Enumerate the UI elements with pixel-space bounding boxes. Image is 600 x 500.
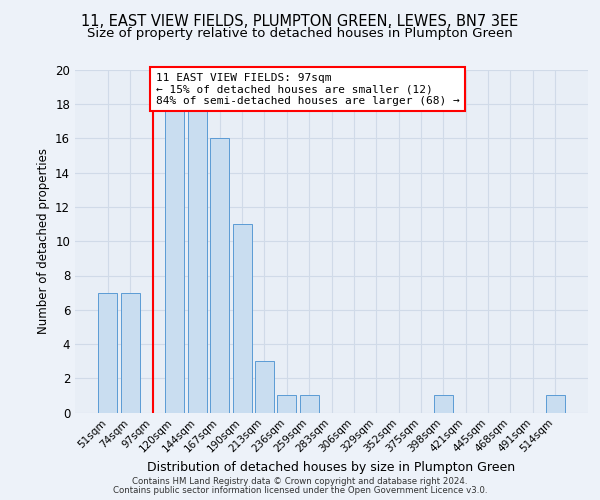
- Text: Size of property relative to detached houses in Plumpton Green: Size of property relative to detached ho…: [87, 28, 513, 40]
- Bar: [545, 396, 565, 412]
- Bar: [98, 292, 118, 412]
- Text: 11 EAST VIEW FIELDS: 97sqm
← 15% of detached houses are smaller (12)
84% of semi: 11 EAST VIEW FIELDS: 97sqm ← 15% of deta…: [156, 72, 460, 106]
- Bar: [277, 396, 296, 412]
- Bar: [233, 224, 251, 412]
- Bar: [188, 87, 207, 412]
- Text: Contains public sector information licensed under the Open Government Licence v3: Contains public sector information licen…: [113, 486, 487, 495]
- Bar: [434, 396, 453, 412]
- Bar: [166, 87, 184, 412]
- X-axis label: Distribution of detached houses by size in Plumpton Green: Distribution of detached houses by size …: [148, 461, 515, 474]
- Y-axis label: Number of detached properties: Number of detached properties: [37, 148, 50, 334]
- Text: Contains HM Land Registry data © Crown copyright and database right 2024.: Contains HM Land Registry data © Crown c…: [132, 477, 468, 486]
- Text: 11, EAST VIEW FIELDS, PLUMPTON GREEN, LEWES, BN7 3EE: 11, EAST VIEW FIELDS, PLUMPTON GREEN, LE…: [82, 14, 518, 29]
- Bar: [299, 396, 319, 412]
- Bar: [255, 361, 274, 412]
- Bar: [210, 138, 229, 412]
- Bar: [121, 292, 140, 412]
